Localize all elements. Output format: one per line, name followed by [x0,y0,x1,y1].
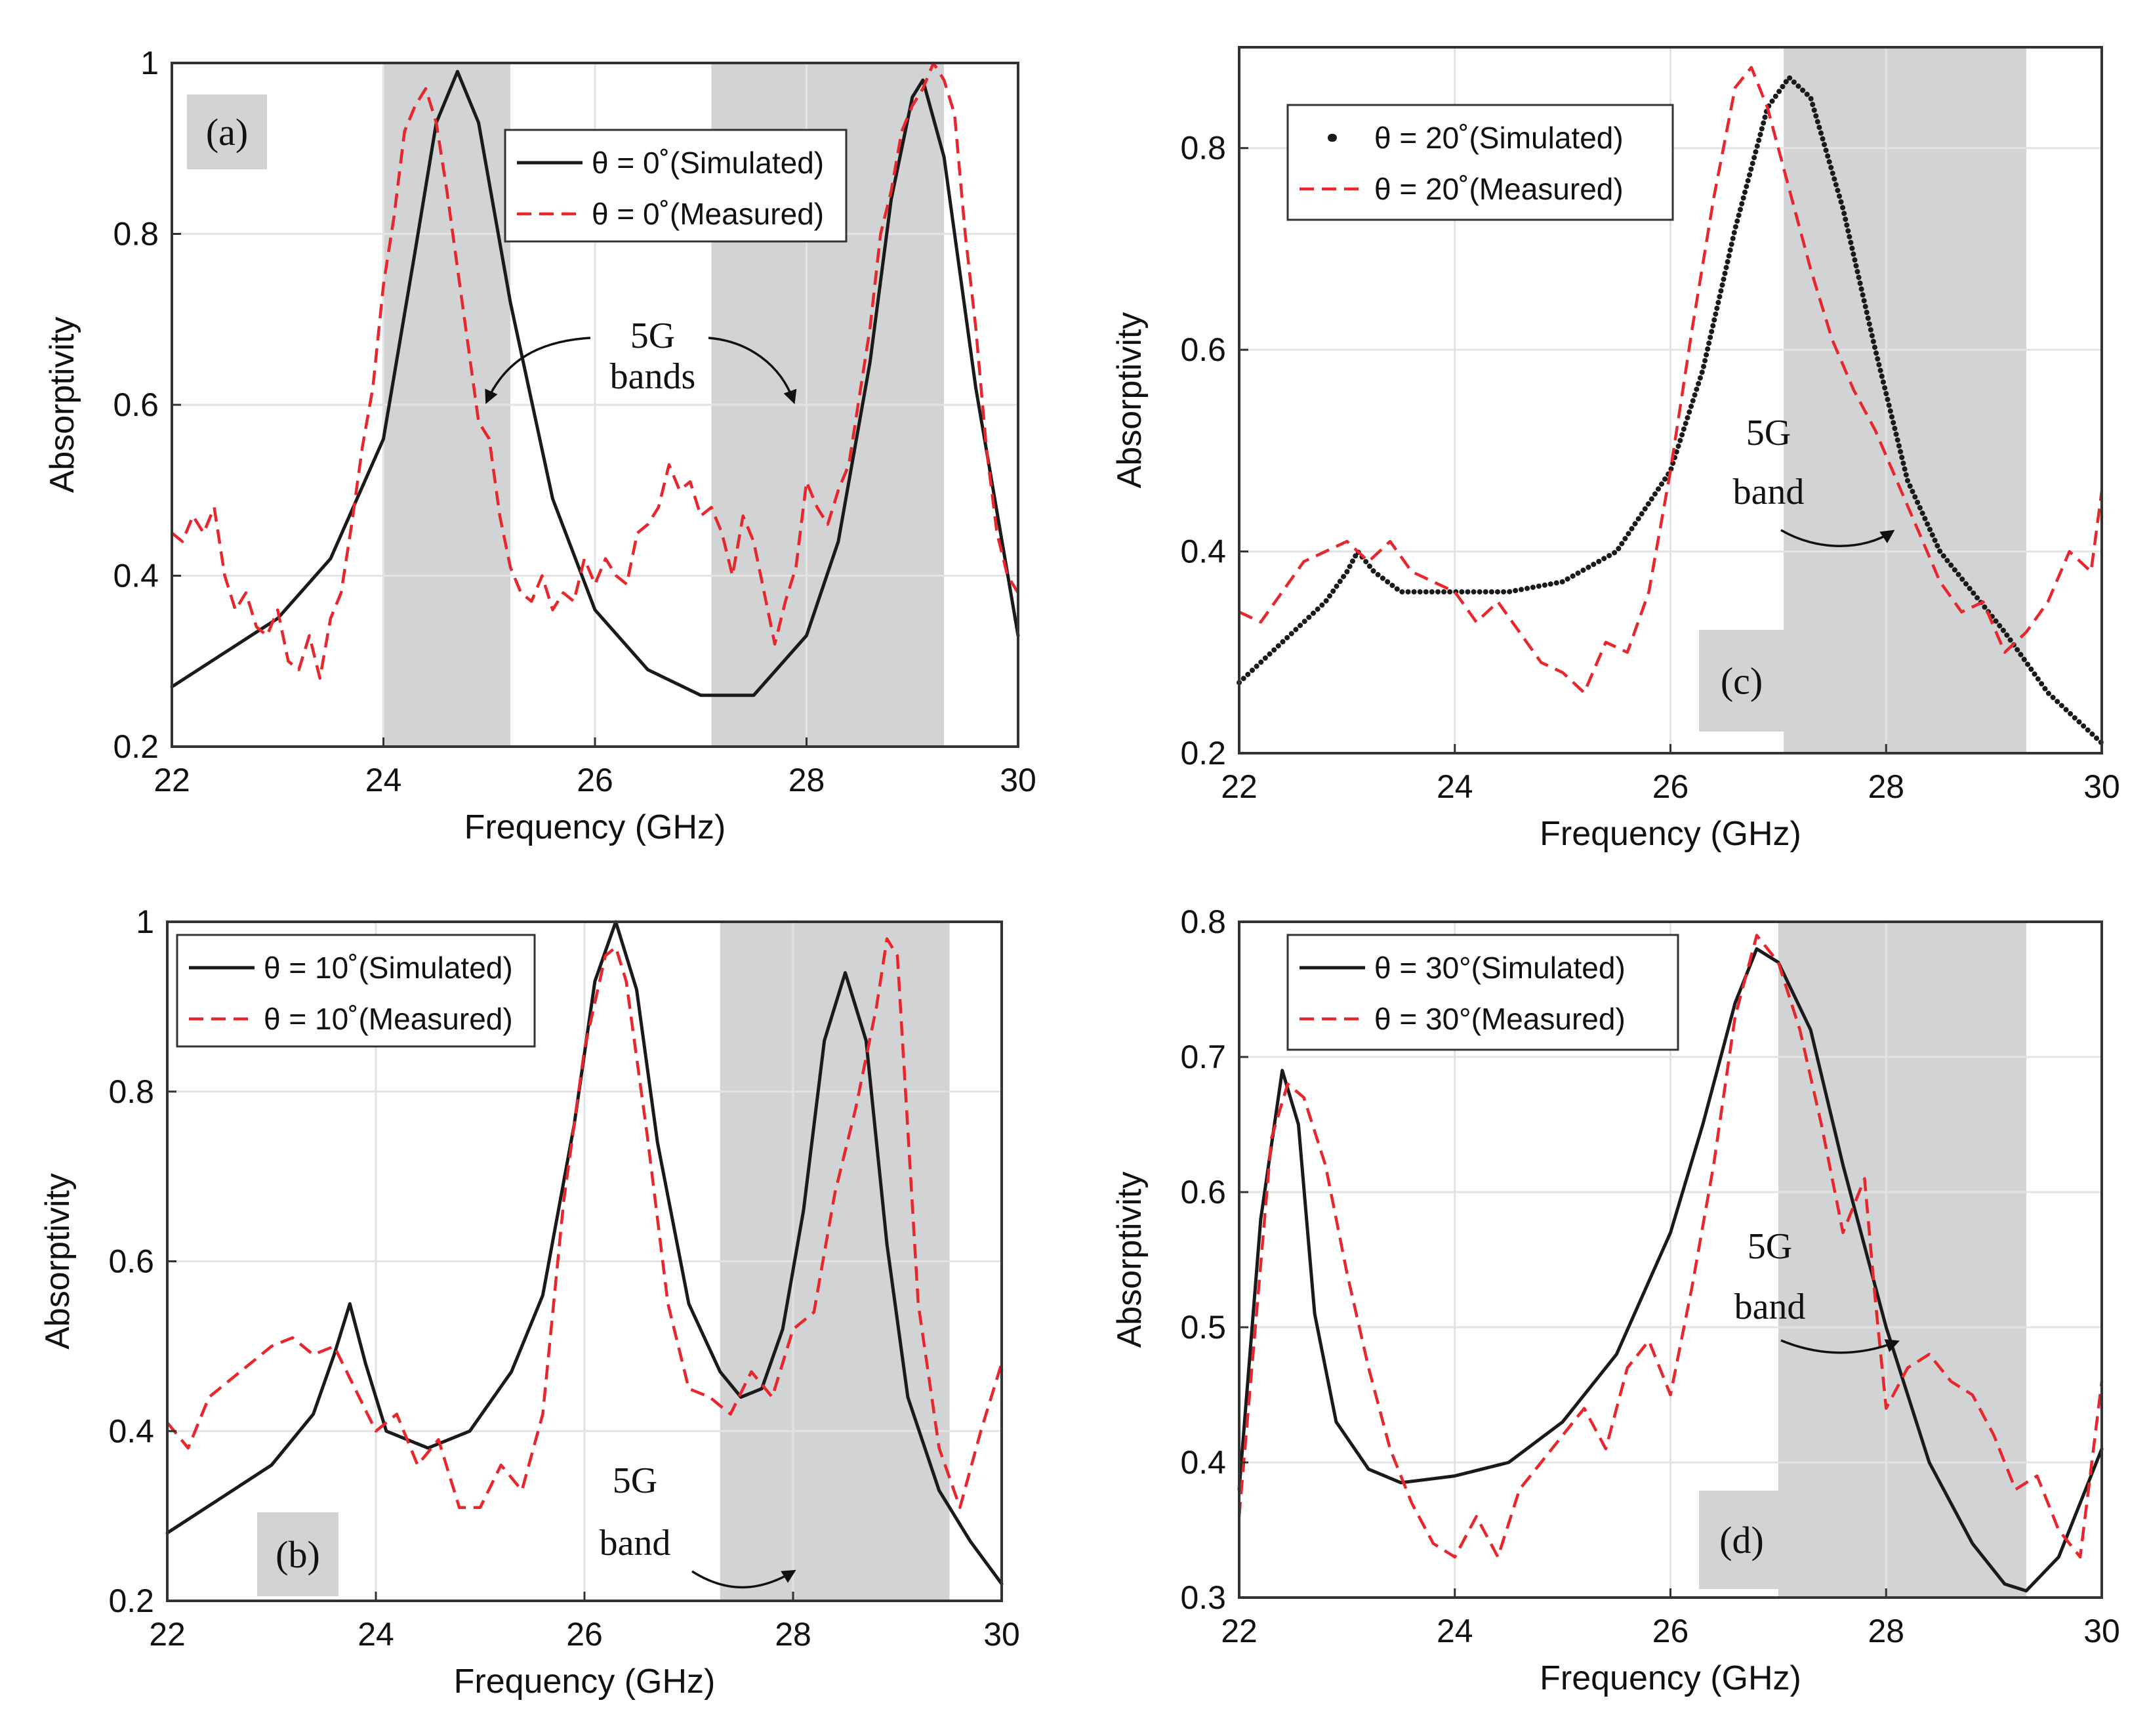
annotation-line2-a: bands [610,356,696,397]
y-tick-label-a-3: 0.8 [113,216,159,253]
panel-a: 22 24 26 28 30 0.2 0.4 0.6 0.8 1 Frequency (GHz) Ab… [43,45,1036,846]
5g-band-d-0 [1778,922,2026,1598]
x-axis-label-a: Frequency (GHz) [464,808,726,846]
series-line-b-simulated [165,920,1004,1586]
y-tick-label-c-1: 0.4 [1180,533,1226,570]
y-axis-label-a: Absorptivity [43,317,81,493]
x-tick-label-a-3: 28 [788,762,825,798]
y-tick-label-b-3: 0.8 [108,1073,154,1110]
legend-label-d-1: θ = 30°(Measured) [1374,1002,1626,1036]
y-tick-label-d-2: 0.5 [1180,1309,1226,1346]
x-axis-label-d: Frequency (GHz) [1540,1659,1801,1697]
5g-band-c-0 [1784,47,2026,753]
legend-box-a [504,129,848,243]
legend-box-b [176,934,536,1048]
panel-tag-d: (d) [1719,1519,1764,1561]
x-tick-label-c-2: 26 [1652,768,1689,805]
panel-tag-bg-c [1699,630,1784,732]
x-tick-label-b-4: 30 [983,1616,1020,1653]
x-tick-label-d-0: 22 [1221,1613,1258,1649]
annotation-line1-b: 5G [613,1460,657,1501]
annotation-line2-b: band [600,1523,671,1563]
panel-c: 22 24 26 28 30 0.2 0.4 0.6 0.8 Frequency (GHz) Abs… [1111,46,2120,853]
x-tick-label-c-1: 24 [1437,768,1473,805]
series-line-a-simulated [170,70,1020,697]
series-line-d-measured [1237,934,2104,1559]
x-tick-label-c-4: 30 [2083,768,2120,805]
annotation-arrow-a-1 [708,337,797,404]
panel-d: 22 24 26 28 30 0.3 0.4 0.5 0.6 0.7 0.8 Frequency (G… [1111,903,2120,1697]
y-axis-label-c: Absorptivity [1111,312,1149,489]
x-tick-label-c-0: 22 [1221,768,1258,805]
x-tick-label-a-4: 30 [1000,762,1036,798]
y-tick-label-d-0: 0.3 [1180,1579,1226,1616]
y-tick-label-d-3: 0.6 [1180,1174,1226,1210]
y-tick-label-c-0: 0.2 [1180,735,1226,772]
panel-tag-c: (c) [1721,660,1763,703]
y-tick-label-d-1: 0.4 [1180,1444,1226,1481]
annotation-arrow-b-0 [691,1569,796,1589]
y-tick-label-d-4: 0.7 [1180,1039,1226,1075]
annotation-arrow-d-0 [1780,1339,1900,1354]
x-axis-label-c: Frequency (GHz) [1540,815,1801,853]
annotation-line2-d: band [1734,1287,1806,1327]
y-tick-label-b-2: 0.6 [108,1243,154,1280]
series-line-b-measured [166,937,1004,1509]
legend-label-a-0: θ = 0˚(Simulated) [592,146,824,180]
series-line-d-simulated [1237,947,2104,1593]
panel-tag-bg-d [1699,1491,1784,1589]
y-tick-label-a-1: 0.4 [113,558,159,594]
x-tick-label-b-2: 26 [566,1616,603,1653]
x-tick-label-d-1: 24 [1437,1613,1473,1649]
annotation-line1-d: 5G [1748,1226,1792,1267]
annotation-arrow-a-0 [485,337,591,404]
y-tick-label-c-3: 0.8 [1180,130,1226,167]
y-tick-label-a-4: 1 [140,45,159,81]
x-tick-label-a-2: 26 [577,762,613,798]
legend-label-a-1: θ = 0˚(Measured) [592,197,824,231]
legend-label-b-1: θ = 10˚(Measured) [264,1002,513,1036]
panel-tag-a: (a) [206,111,248,154]
legend-label-d-0: θ = 30°(Simulated) [1374,951,1626,985]
y-tick-label-a-2: 0.6 [113,386,159,423]
annotation-line1-c: 5G [1746,413,1791,453]
panel-b: 22 24 26 28 30 0.2 0.4 0.6 0.8 1 Frequency (GHz) Ab… [39,903,1020,1701]
annotation-arrow-c-0 [1780,529,1895,547]
y-tick-label-b-4: 1 [136,903,154,940]
legend-box-c [1286,104,1674,221]
x-tick-label-a-0: 22 [154,762,190,798]
x-axis-label-b: Frequency (GHz) [454,1663,716,1701]
panel-tag-bg-b [257,1512,338,1596]
x-tick-label-b-3: 28 [775,1616,811,1653]
x-tick-label-a-1: 24 [365,762,402,798]
y-tick-label-b-0: 0.2 [108,1582,154,1619]
annotation-line2-c: band [1733,472,1805,512]
legend-box-d [1286,934,1679,1051]
x-tick-label-b-0: 22 [149,1616,186,1653]
annotation-line1-a: 5G [630,316,675,356]
y-tick-label-c-2: 0.6 [1180,331,1226,368]
y-tick-label-a-0: 0.2 [113,728,159,765]
x-tick-label-c-3: 28 [1868,768,1904,805]
legend-label-b-0: θ = 10˚(Simulated) [264,951,513,985]
x-tick-label-b-1: 24 [358,1616,394,1653]
legend-label-c-0: θ = 20˚(Simulated) [1374,121,1624,155]
panel-tag-bg-a [187,94,267,169]
x-tick-label-d-4: 30 [2083,1613,2120,1649]
y-tick-label-d-5: 0.8 [1180,903,1226,940]
y-tick-label-b-1: 0.4 [108,1413,154,1449]
y-axis-label-b: Absorptivity [39,1173,77,1350]
legend-label-c-1: θ = 20˚(Measured) [1374,172,1624,206]
panel-tag-b: (b) [276,1533,320,1576]
x-tick-label-d-2: 26 [1652,1613,1689,1649]
series-line-a-measured [171,61,1019,680]
x-tick-label-d-3: 28 [1868,1613,1904,1649]
y-axis-label-d: Absorptivity [1111,1172,1149,1348]
